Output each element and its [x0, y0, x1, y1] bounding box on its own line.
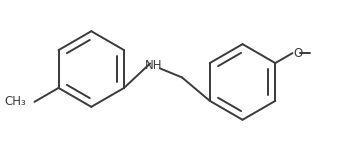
Text: NH: NH: [145, 59, 163, 72]
Text: O: O: [293, 47, 302, 60]
Text: CH₃: CH₃: [5, 95, 26, 108]
